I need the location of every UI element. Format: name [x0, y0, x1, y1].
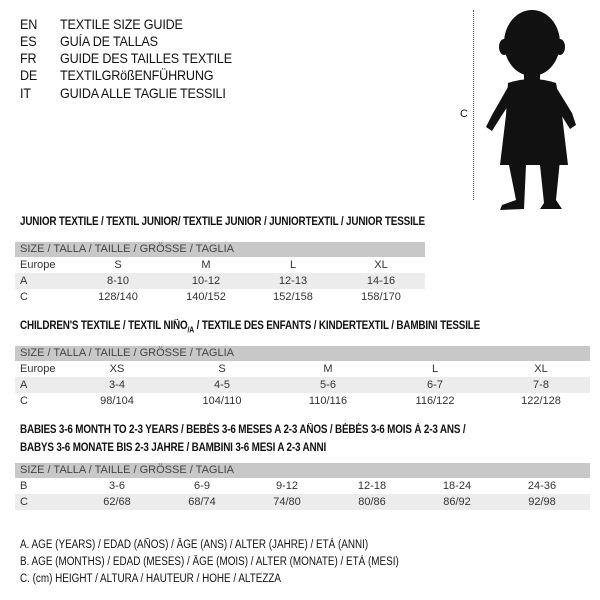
babies-size-table: SIZE / TALLA / TAILLE / GRÖSSE / TAGLIA … [15, 463, 590, 510]
table-row: B 3-6 6-9 9-12 12-18 18-24 24-36 [15, 478, 590, 494]
title-en: TEXTILE SIZE GUIDE [60, 16, 183, 32]
title-sub: /A [187, 325, 195, 335]
cell: 98/104 [100, 395, 134, 407]
lang-code-de: DE [20, 67, 38, 83]
cell: 18-24 [442, 480, 472, 492]
cell: 6-9 [194, 480, 210, 492]
row-label: C [20, 395, 28, 407]
cell: S [114, 259, 122, 271]
cell: 3-4 [109, 379, 125, 391]
row-label: C [20, 496, 28, 508]
cell: M [323, 363, 333, 375]
cell: 6-7 [427, 379, 443, 391]
legend-b: B. AGE (MONTHS) / EDAD (MESES) / ÂGE (MO… [20, 556, 399, 568]
table-row: A 3-4 4-5 5-6 6-7 7-8 [15, 377, 590, 393]
lang-code-en: EN [20, 16, 38, 32]
cell: 14-16 [366, 275, 396, 287]
cell: 68/74 [188, 496, 216, 508]
title-part: / TEXTILE DES ENFANTS / KINDERTEXTIL / B… [194, 320, 481, 332]
cell: 158/170 [361, 291, 401, 303]
table-header: SIZE / TALLA / TAILLE / GRÖSSE / TAGLIA [15, 242, 425, 257]
baby-silhouette-icon [486, 10, 576, 210]
lang-code-es: ES [20, 33, 37, 49]
height-measure-label: C [460, 108, 468, 120]
row-label: C [20, 291, 28, 303]
cell: 9-12 [275, 480, 299, 492]
title-it: GUIDA ALLE TAGLIE TESSILI [60, 85, 226, 101]
junior-section-title: JUNIOR TEXTILE / TEXTIL JUNIOR/ TEXTILE … [20, 216, 425, 228]
cell: 122/128 [521, 395, 561, 407]
junior-size-table: SIZE / TALLA / TAILLE / GRÖSSE / TAGLIA … [15, 242, 425, 305]
cell: L [431, 363, 439, 375]
cell: 3-6 [109, 480, 125, 492]
cell: 128/140 [98, 291, 138, 303]
cell: 80/86 [358, 496, 386, 508]
cell: XL [374, 259, 388, 271]
children-section-title: CHILDREN'S TEXTILE / TEXTIL NIÑO/A / TEX… [20, 320, 480, 334]
height-measure-line [473, 10, 474, 200]
cell: 104/110 [202, 395, 242, 407]
row-label: Europe [20, 259, 56, 271]
table-header: SIZE / TALLA / TAILLE / GRÖSSE / TAGLIA [15, 463, 590, 478]
table-row: Europe S M L XL [15, 257, 425, 273]
table-row: C 128/140 140/152 152/158 158/170 [15, 289, 425, 305]
cell: 110/116 [308, 395, 348, 407]
cell: S [218, 363, 226, 375]
cell: XL [534, 363, 548, 375]
table-row: C 62/68 68/74 74/80 80/86 86/92 92/98 [15, 494, 590, 510]
children-size-table: SIZE / TALLA / TAILLE / GRÖSSE / TAGLIA … [15, 346, 590, 409]
legend-a: A. AGE (YEARS) / EDAD (AÑOS) / ÂGE (ANS)… [20, 539, 369, 551]
cell: L [289, 259, 297, 271]
cell: 8-10 [106, 275, 130, 287]
cell: 140/152 [186, 291, 226, 303]
table-row: Europe XS S M L XL [15, 361, 590, 377]
lang-code-fr: FR [20, 50, 37, 66]
title-fr: GUIDE DES TAILLES TEXTILE [60, 50, 232, 66]
row-label: A [20, 275, 28, 287]
babies-section-title-line2: BABYS 3-6 MONATE BIS 2-3 JAHRE / BAMBINI… [20, 442, 327, 454]
table-row: C 98/104 104/110 110/116 116/122 122/128 [15, 393, 590, 409]
cell: 10-12 [191, 275, 221, 287]
cell: XS [109, 363, 125, 375]
title-de: TEXTILGRößENFÜHRUNG [60, 67, 214, 83]
title-part: CHILDREN'S TEXTILE / TEXTIL NIÑO [20, 320, 188, 332]
cell: 7-8 [533, 379, 549, 391]
cell: 4-5 [214, 379, 230, 391]
row-label: A [20, 379, 28, 391]
cell: 12-18 [357, 480, 387, 492]
row-label: B [20, 480, 28, 492]
cell: 12-13 [278, 275, 308, 287]
lang-code-it: IT [20, 85, 31, 101]
cell: 74/80 [273, 496, 301, 508]
title-es: GUÍA DE TALLAS [60, 33, 158, 49]
cell: 5-6 [320, 379, 336, 391]
cell: 92/98 [528, 496, 556, 508]
table-header: SIZE / TALLA / TAILLE / GRÖSSE / TAGLIA [15, 346, 590, 361]
legend-c: C. (cm) HEIGHT / ALTURA / HAUTEUR / HÖHE… [20, 573, 282, 585]
babies-section-title-line1: BABIES 3-6 MONTH TO 2-3 YEARS / BEBÉS 3-… [20, 424, 466, 436]
cell: 86/92 [443, 496, 471, 508]
table-row: A 8-10 10-12 12-13 14-16 [15, 273, 425, 289]
cell: 62/68 [103, 496, 131, 508]
row-label: Europe [20, 363, 56, 375]
cell: 24-36 [527, 480, 557, 492]
cell: 116/122 [415, 395, 455, 407]
cell: M [201, 259, 211, 271]
cell: 152/158 [273, 291, 313, 303]
